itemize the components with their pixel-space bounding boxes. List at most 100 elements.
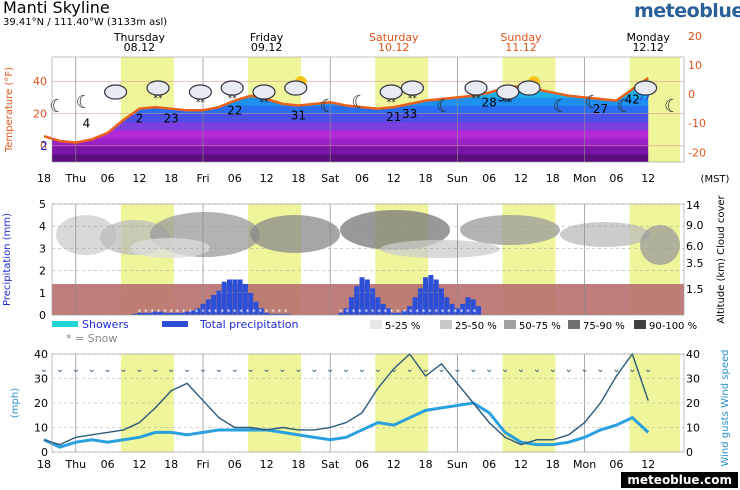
temp-x-tick: Sun [447,172,468,185]
temp-tick-right-20: 20 [688,30,702,43]
precip-bar [375,297,381,315]
precip-bar [237,279,243,315]
day-header-name: Sunday [500,31,542,44]
wind-direction-arrow: ⌄ [199,364,207,375]
snow-marker: * [454,308,458,316]
wind-x-tick: Fri [196,458,209,471]
temp-fill-band-1 [52,145,649,155]
wind-tick-left-20: 20 [34,397,48,410]
precip-axis-label: Precipitation (mm) [2,213,13,306]
cloud-cover-area [560,222,650,247]
cloud-cover-area [56,215,116,255]
wind-x-tick: 12 [387,458,401,471]
precip-bar [184,311,190,315]
wind-tick-right-40: 40 [686,348,700,361]
precip-bar [221,281,227,315]
wind-x-tick: 12 [641,458,655,471]
svg-text:**: ** [154,94,164,104]
snow-marker: * [150,308,154,316]
precip-bar [359,277,365,315]
wind-direction-arrow: ⌄ [596,364,604,375]
precip-bar [433,279,439,315]
temp-value-label: 2 [136,112,144,126]
snow-marker: * [352,308,356,316]
snow-marker: * [345,308,349,316]
temp-value-label: 21 [386,110,401,124]
page-title: Manti Skyline [3,0,110,17]
cloud-legend-label: 75-90 % [583,321,625,332]
moon-icon: ☾ [49,96,65,117]
wind-x-tick: Mon [573,458,596,471]
svg-text:**: ** [260,98,270,108]
precip-bar [465,297,471,315]
wind-x-tick: 18 [164,458,178,471]
temp-x-tick: Mon [573,172,596,185]
wind-direction-arrow: ⌄ [56,364,64,375]
precip-bar [470,299,476,315]
temp-fill-band-3 [52,129,649,139]
precip-bar [444,297,450,315]
snow-marker: * [189,308,193,316]
snow-marker: * [358,308,362,316]
wind-direction-arrow: ⌄ [310,364,318,375]
svg-text:**: ** [503,98,513,108]
cloud-legend-swatch [440,320,452,329]
wind-direction-arrow: ⌄ [262,364,270,375]
precip-bar [423,277,429,315]
wind-x-tick: Sat [321,458,340,471]
cloud-cover-area [130,238,210,258]
cloud-legend-label: 50-75 % [519,321,561,332]
precip-bar [370,288,376,315]
temp-x-tick: 18 [419,172,433,185]
footer-brand-logo[interactable]: meteoblue.com [621,472,738,488]
precip-bar [142,312,148,315]
cloud-cover-area [460,215,560,245]
brand-logo[interactable]: meteoblue [634,0,740,22]
precip-bar [280,313,285,315]
precip-bar [258,308,264,315]
precip-bar [248,292,254,315]
precip-bar [242,283,248,315]
location-coordinates: 39.41°N / 111.40°W (3133m asl) [3,17,168,28]
wind-x-tick: 18 [37,458,51,471]
snow-cloud-icon: ** [220,80,244,104]
temp-tick-right--20: -20 [688,146,706,159]
precip-tick-left-5: 5 [39,198,46,211]
precip-bar [179,312,185,315]
temp-value-label: 23 [164,112,179,126]
temp-value-label: 4 [83,117,91,131]
snow-marker: * [364,308,368,316]
precip-tick-left-0: 0 [39,309,46,322]
snow-marker: * [384,308,388,316]
legend-total-precip-label: Total precipitation [199,318,299,331]
temp-x-tick: 12 [260,172,274,185]
snow-marker: * [214,308,218,316]
precip-tick-left-4: 4 [39,220,46,233]
altitude-tick: 1.5 [686,283,704,296]
snow-marker: * [220,308,224,316]
snow-marker: * [208,308,212,316]
temp-x-tick: Fri [196,172,209,185]
legend-showers-label: Showers [82,318,129,331]
cloud-cover-area [250,215,340,253]
svg-text:**: ** [228,94,238,104]
snow-marker: * [176,308,180,316]
cloud-legend-swatch [568,320,580,329]
precip-bar [354,286,360,315]
temp-value-label: 2 [40,139,48,153]
snow-marker: * [441,308,445,316]
cloud-legend-label: 25-50 % [455,321,497,332]
snow-cloud-icon: ** [252,84,276,108]
cloud-legend-swatch [634,320,646,329]
wind-x-tick: 18 [546,458,560,471]
wind-tick-right-20: 20 [686,397,700,410]
day-header-name: Monday [626,31,670,44]
wind-direction-arrow: ⌄ [88,364,96,375]
precip-bar [174,312,179,315]
wind-direction-arrow: ⌄ [342,364,350,375]
wind-direction-arrow: ⌄ [167,364,175,375]
precip-bar [136,312,142,315]
precip-bar [338,312,344,315]
snow-cloud-icon: ** [496,84,520,108]
temp-x-tick: 06 [609,172,623,185]
